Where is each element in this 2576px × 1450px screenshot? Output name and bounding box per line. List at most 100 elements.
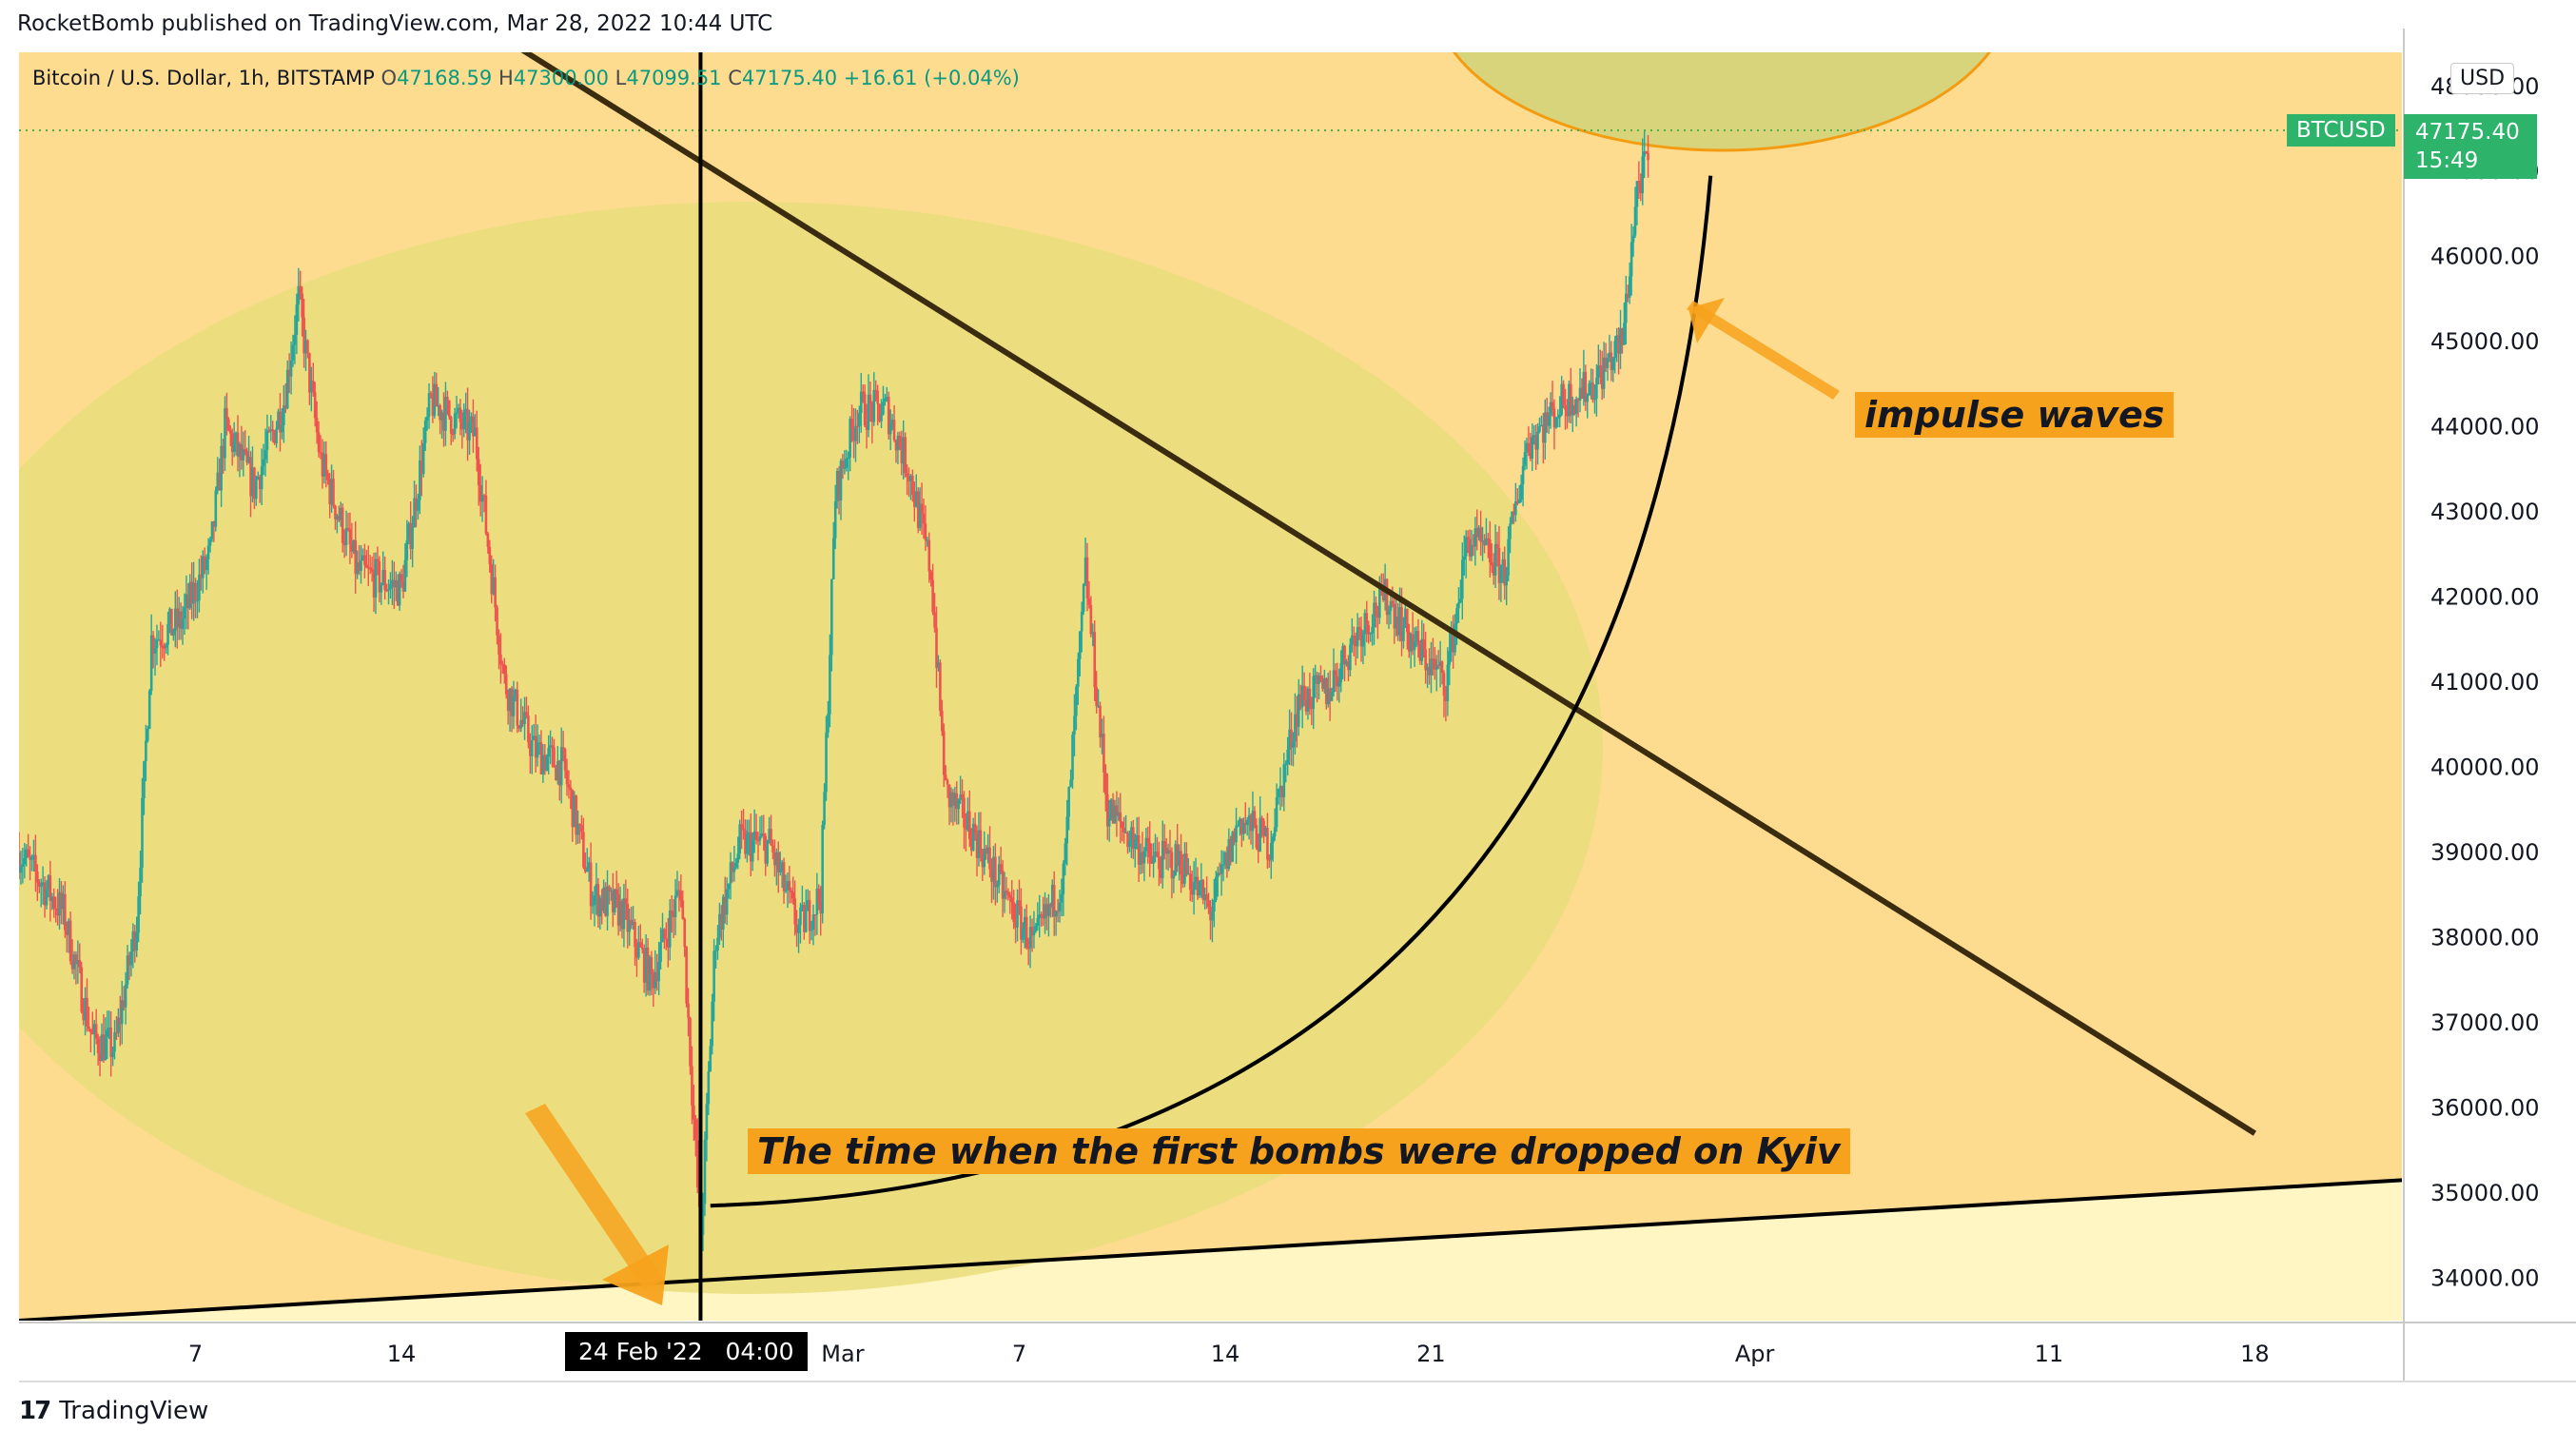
price-tick-label: 35000.00 (2430, 1180, 2540, 1206)
candle-body (102, 1034, 106, 1060)
candle-body (1047, 904, 1050, 916)
candle-body (567, 784, 571, 788)
candle-body (742, 828, 745, 831)
candle-body (1495, 543, 1499, 548)
candle-body (113, 1032, 116, 1052)
candle-body (188, 581, 192, 609)
impulse-annotation[interactable]: impulse waves (1855, 392, 2175, 438)
candle-body (1610, 352, 1613, 371)
candle-body (1231, 832, 1234, 862)
candle-body (508, 688, 512, 712)
price-axis[interactable]: 34000.00 35000.00 36000.00 37000.00 38000.00… (2430, 73, 2540, 1291)
candle-body (553, 747, 556, 768)
candle-body (1582, 372, 1586, 399)
descending-trendline[interactable] (431, 0, 2256, 1136)
candle-body (920, 503, 924, 514)
candle-body (804, 910, 808, 932)
time-axis[interactable]: 7 14 Mar 7 14 21 Apr 11 18 (188, 1341, 2270, 1367)
candle-body (1097, 705, 1100, 707)
candle-body (451, 433, 455, 436)
candle-body (342, 542, 346, 545)
candle-body (1095, 687, 1098, 707)
candle-body (1036, 917, 1040, 927)
candle-body (1292, 741, 1295, 748)
candle-body (502, 664, 506, 675)
candle-body (324, 454, 328, 474)
candle-body (1115, 805, 1119, 816)
candle-body (1065, 816, 1069, 844)
candle-body (1339, 663, 1343, 683)
candle-body (1245, 819, 1249, 826)
candle-body (1132, 827, 1135, 850)
candle-body (1542, 424, 1545, 443)
candle-body (1032, 931, 1036, 936)
candle-body (852, 428, 855, 441)
candle-body (1534, 435, 1537, 450)
candle-body (1078, 631, 1082, 659)
candle-body (216, 472, 220, 491)
candle-body (106, 1029, 109, 1037)
candle-body (900, 447, 904, 464)
candle-body (1012, 902, 1015, 923)
candle-body (86, 997, 88, 1027)
candle-body (80, 967, 84, 1012)
price-tick-label: 45000.00 (2430, 328, 2540, 355)
candle-body (712, 950, 715, 1002)
candle-body (959, 794, 962, 800)
candle-body (870, 403, 874, 422)
candle-body (778, 870, 782, 872)
candle-body (1430, 658, 1433, 676)
candle-body (91, 1031, 94, 1034)
symbol-name[interactable]: Bitcoin / U.S. Dollar, 1h, BITSTAMP (32, 67, 375, 89)
candle-body (1010, 897, 1014, 903)
candle-body (117, 1017, 120, 1033)
candle-body (74, 954, 78, 965)
candle-body (326, 473, 330, 480)
candle-body (1345, 661, 1348, 665)
candle-body (346, 527, 350, 530)
candle-body (806, 900, 810, 911)
candle-body (933, 612, 936, 628)
candle-body (890, 420, 894, 425)
candle-body (514, 689, 517, 696)
candle-body (813, 914, 817, 916)
candle-body (253, 467, 256, 500)
candle-body (1229, 839, 1233, 862)
candle-body (332, 479, 335, 506)
candle-body (1330, 692, 1334, 701)
support-trendline[interactable] (19, 1178, 2402, 1321)
candle-body (856, 425, 859, 427)
impulse-arc[interactable] (710, 175, 1713, 1208)
candle-body (341, 507, 344, 543)
candle-body (1483, 539, 1486, 546)
candle-body (196, 600, 199, 602)
candle-body (973, 823, 977, 835)
candle-body (845, 459, 849, 468)
candle-body (389, 583, 392, 590)
candle-body (255, 479, 258, 500)
price-tick-label: 41000.00 (2430, 669, 2540, 696)
candle-body (994, 856, 997, 888)
candle-body (1130, 827, 1133, 841)
candle-body (244, 449, 247, 452)
candle-body (1457, 602, 1460, 609)
candle-body (70, 961, 74, 970)
candle-body (746, 833, 749, 854)
candle-body (76, 960, 80, 965)
candle-body (1525, 442, 1529, 453)
candle-body (1237, 825, 1239, 827)
candle-body (799, 907, 802, 926)
candle-body (762, 833, 766, 836)
candle-body (198, 574, 201, 601)
candle-body (776, 852, 780, 872)
footer-brand[interactable]: 17 TradingView (19, 1397, 208, 1425)
candle-body (565, 770, 569, 785)
candle-body (1406, 608, 1409, 633)
candle-body (120, 1000, 124, 1025)
bombs-annotation[interactable]: The time when the first bombs were dropp… (748, 1128, 1850, 1174)
currency-button[interactable]: USD (2450, 63, 2515, 94)
candle-body (435, 383, 439, 407)
candle-body (1409, 634, 1413, 652)
candle-body (283, 404, 287, 409)
